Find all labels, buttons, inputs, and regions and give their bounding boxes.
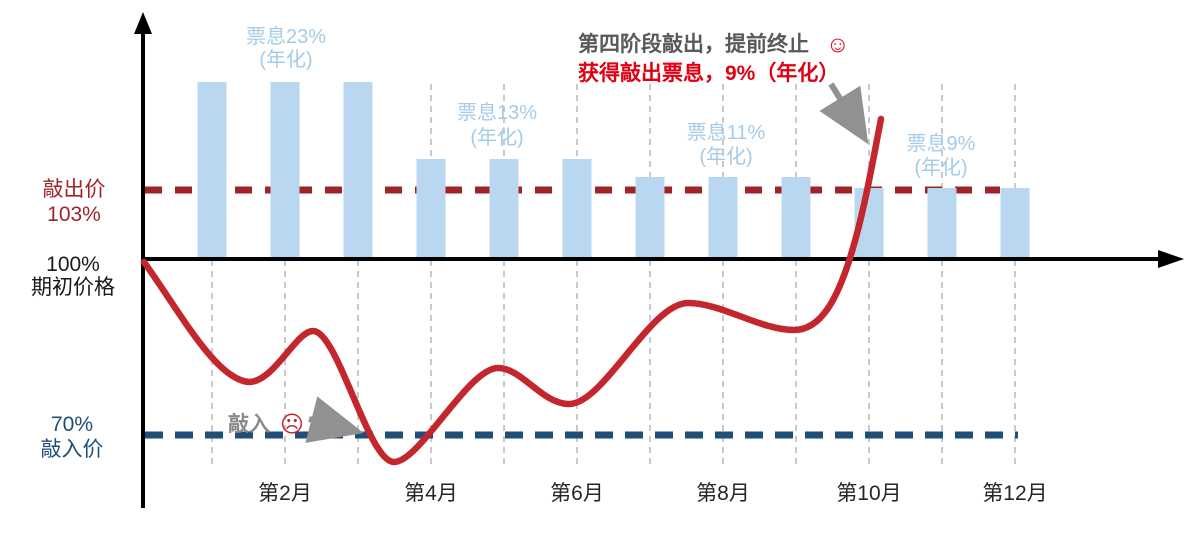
coupon-bar: [416, 159, 446, 259]
knockout-annotation-line2: 获得敲出票息，9%（年化）: [578, 61, 839, 85]
coupon-label-q1-line2: (年化): [259, 48, 312, 71]
knockout-annotation-line1: 第四阶段敲出，提前终止: [578, 32, 809, 56]
coupon-bar: [927, 188, 957, 259]
coupon-bar: [270, 82, 300, 259]
initial-price-label-line1: 100%: [46, 253, 100, 276]
knock-in-price-label-line1: 70%: [51, 413, 93, 436]
y-axis-arrowhead-icon: [134, 12, 152, 34]
x-tick-month10: 第10月: [836, 482, 901, 505]
knockin-annotation-arrow-icon: [305, 396, 364, 443]
x-tick-month6: 第6月: [550, 482, 604, 505]
coupon-label-q1-line1: 票息23%: [246, 25, 326, 48]
x-tick-month12: 第12月: [982, 482, 1047, 505]
coupon-label-q3-line2: (年化): [699, 145, 752, 168]
frown-face-icon: ☹: [280, 411, 304, 437]
month-gridlines: [211, 84, 1016, 465]
coupon-bar: [708, 177, 738, 259]
coupon-label-q3-line1: 票息11%: [687, 121, 766, 144]
coupon-bar: [489, 159, 519, 259]
initial-price-label-line2: 期初价格: [31, 276, 115, 299]
price-path-curve: [140, 115, 885, 466]
coupon-bar: [343, 82, 373, 259]
x-tick-month2: 第2月: [258, 482, 312, 505]
coupon-bars: [197, 82, 1030, 259]
x-axis-arrowhead-icon: [1158, 250, 1184, 268]
knock-in-price-label-line2: 敲入价: [41, 438, 104, 461]
knockout-annotation-arrow-icon: [819, 82, 869, 145]
coupon-label-q2-line1: 票息13%: [457, 101, 537, 124]
coupon-bar: [781, 177, 811, 259]
coupon-label-q4-line2: (年化): [914, 156, 967, 179]
coupon-label-q4-line1: 票息9%: [907, 132, 976, 155]
x-tick-month8: 第8月: [696, 482, 750, 505]
coupon-bar: [1000, 188, 1030, 259]
coupon-bar: [197, 82, 227, 259]
knockin-annotation-label: 敲入: [228, 412, 270, 436]
smiley-face-icon: ☺: [826, 31, 849, 57]
coupon-bar: [562, 159, 592, 259]
knock-out-price-label-line2: 103%: [47, 203, 101, 226]
coupon-bar: [635, 177, 665, 259]
coupon-label-q2-line2: (年化): [470, 126, 523, 149]
x-tick-month4: 第4月: [404, 482, 458, 505]
knock-out-price-label-line1: 敲出价: [43, 178, 106, 201]
